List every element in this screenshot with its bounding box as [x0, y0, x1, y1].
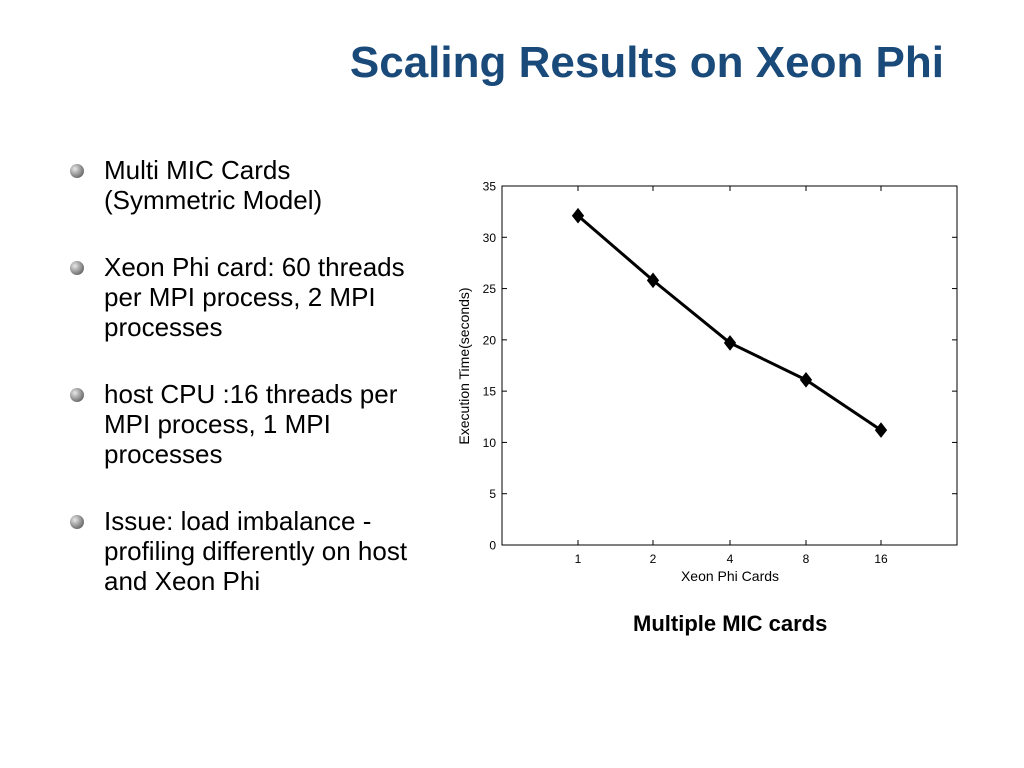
data-point-diamond [646, 272, 660, 289]
bullet-text: Issue: load imbalance - profiling differ… [104, 506, 408, 596]
scaling-line-chart: 0 5 10 15 20 25 30 35 1 2 4 8 16 Xeon Phi Cards Exe… [456, 180, 958, 584]
bullet-item: Multi MIC Cards (Symmetric Model) [68, 155, 428, 215]
y-tick-label: 20 [483, 333, 497, 347]
plot-area-frame [501, 185, 958, 546]
x-tick-label: 4 [727, 552, 734, 566]
series-line [577, 214, 882, 432]
x-tick-label: 1 [575, 552, 582, 566]
y-tick-label: 35 [483, 180, 497, 194]
x-tick-label: 8 [803, 552, 810, 566]
bullet-text: Xeon Phi card: 60 threads per MPI proces… [104, 252, 405, 342]
bullet-item: host CPU :16 threads per MPI process, 1 … [68, 379, 428, 469]
bullet-sphere-icon [70, 515, 84, 529]
data-point-diamond [723, 335, 737, 351]
x-axis-label: Xeon Phi Cards [681, 568, 779, 584]
bullet-sphere-icon [70, 261, 84, 275]
series-layer [571, 207, 888, 438]
bullet-list: Multi MIC Cards (Symmetric Model) Xeon P… [68, 155, 428, 633]
y-axis-ticks: 0 5 10 15 20 25 30 35 [483, 180, 957, 553]
y-axis-label: Execution Time(seconds) [456, 287, 472, 444]
x-axis-ticks: 1 2 4 8 16 [575, 186, 888, 566]
bullet-item: Xeon Phi card: 60 threads per MPI proces… [68, 252, 428, 342]
chart-caption: Multiple MIC cards [633, 611, 828, 636]
data-point-diamond [799, 372, 813, 388]
bullet-item: Issue: load imbalance - profiling differ… [68, 506, 428, 596]
bullet-sphere-icon [70, 164, 84, 178]
y-tick-label: 25 [483, 282, 497, 296]
y-tick-label: 30 [483, 231, 497, 245]
x-tick-label: 2 [650, 552, 657, 566]
bullet-text: host CPU :16 threads per MPI process, 1 … [104, 379, 398, 469]
y-tick-label: 0 [489, 539, 496, 553]
y-tick-label: 10 [483, 436, 497, 450]
data-point-diamond [571, 207, 585, 224]
bullet-text: Multi MIC Cards (Symmetric Model) [104, 155, 323, 215]
slide-title: Scaling Results on Xeon Phi [349, 38, 944, 87]
data-point-diamond [874, 422, 888, 438]
y-tick-label: 5 [489, 487, 496, 501]
x-tick-label: 16 [874, 552, 888, 566]
y-tick-label: 15 [483, 385, 497, 399]
bullet-sphere-icon [70, 388, 84, 402]
